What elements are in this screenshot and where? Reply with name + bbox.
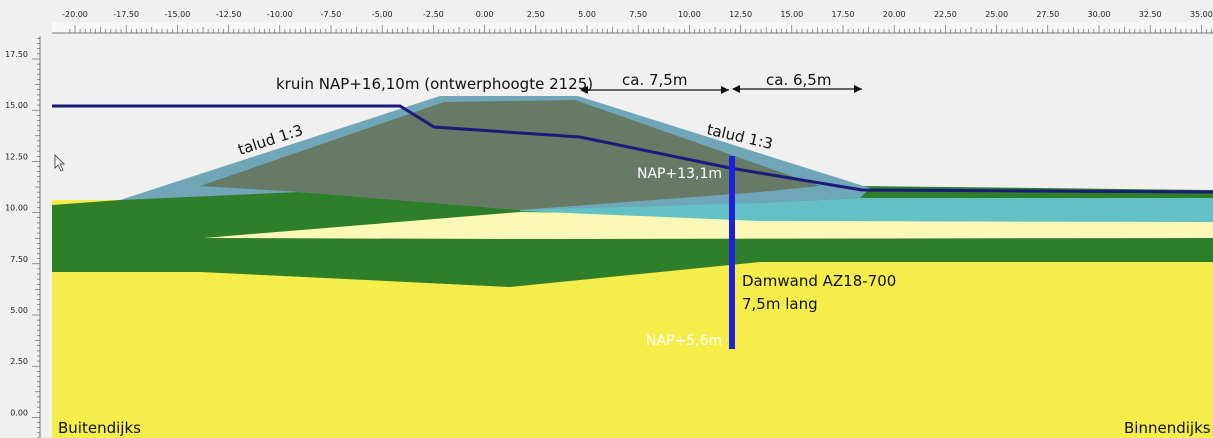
x-tick-label: 30.00: [1088, 10, 1111, 19]
nap-bottom-label: NAP+5,6m: [646, 333, 722, 349]
x-tick-label: 0.00: [476, 10, 494, 19]
x-tick-label: 20.00: [883, 10, 906, 19]
phreatic-line: [52, 104, 1213, 194]
x-tick-label: 15.00: [780, 10, 803, 19]
y-tick-label: 15.00: [5, 101, 28, 110]
y-tick-label: 7.50: [10, 255, 28, 264]
x-tick-label: 32.50: [1139, 10, 1162, 19]
dike-body: [120, 96, 870, 210]
dimension-arrows: [580, 85, 862, 94]
x-tick-label: -20.00: [62, 10, 88, 19]
x-tick-label: 5.00: [578, 10, 596, 19]
x-tick-label: 25.00: [985, 10, 1008, 19]
dimension-left-label: ca. 7,5m: [622, 71, 687, 89]
sheet-pile: [729, 156, 735, 349]
y-tick-label: 10.00: [5, 204, 28, 213]
y-tick-label: 17.50: [5, 50, 28, 59]
x-tick-label: -2.50: [423, 10, 444, 19]
mouse-cursor-icon: [54, 154, 65, 172]
x-tick-label: 35.00: [1190, 10, 1213, 19]
inside-label: Binnendijks: [1124, 419, 1211, 437]
x-tick-label: -10.00: [267, 10, 293, 19]
y-tick-label: 5.00: [10, 306, 28, 315]
x-tick-label: 17.50: [832, 10, 855, 19]
x-tick-label: -17.50: [113, 10, 139, 19]
x-tick-label: -7.50: [321, 10, 342, 19]
y-tick-label: 0.00: [10, 408, 28, 417]
y-tick-label: 12.50: [5, 152, 28, 161]
soil-layers: [52, 186, 1213, 438]
sheet-pile-name: Damwand AZ18-700: [742, 272, 896, 290]
x-tick-label: 22.50: [934, 10, 957, 19]
nap-top-label: NAP+13,1m: [637, 166, 722, 182]
dike-core: [200, 100, 820, 210]
y-axis-ruler: 17.50 15.00 12.50 10.00 7.50 5.00 2.50 0.00: [5, 36, 41, 438]
x-axis-ruler: -20.00 -17.50 -15.00 -12.50 -10.00 -7.50 -5.00…: [52, 10, 1213, 34]
x-tick-label: -15.00: [165, 10, 191, 19]
dimension-right-label: ca. 6,5m: [766, 71, 831, 89]
x-tick-label: 10.00: [678, 10, 701, 19]
x-tick-label: 27.50: [1036, 10, 1059, 19]
outside-label: Buitendijks: [58, 419, 141, 437]
x-tick-label: 2.50: [527, 10, 545, 19]
crest-label: kruin NAP+16,10m (ontwerphoogte 2125): [276, 75, 593, 93]
sheet-pile-length: 7,5m lang: [742, 295, 818, 313]
x-tick-label: -5.00: [372, 10, 393, 19]
x-tick-label: 7.50: [629, 10, 647, 19]
x-tick-label: 12.50: [729, 10, 752, 19]
y-tick-label: 2.50: [10, 357, 28, 366]
x-tick-label: -12.50: [216, 10, 242, 19]
